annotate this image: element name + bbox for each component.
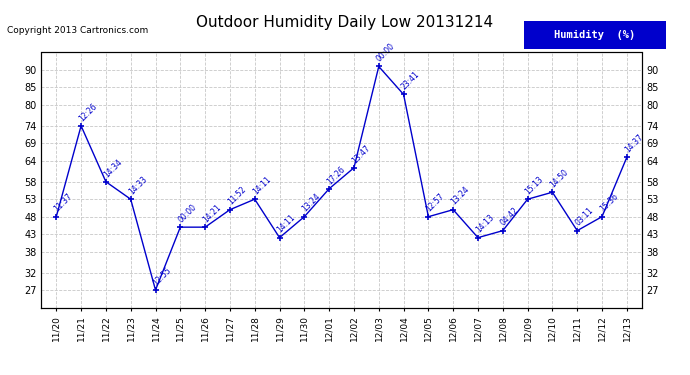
Text: 14:21: 14:21 <box>201 203 223 224</box>
Text: 15:36: 15:36 <box>598 192 620 214</box>
Text: 17:26: 17:26 <box>325 164 347 186</box>
Text: 13:47: 13:47 <box>350 143 372 165</box>
Text: 14:33: 14:33 <box>127 175 148 196</box>
Text: 13:24: 13:24 <box>449 185 471 207</box>
Text: 03:11: 03:11 <box>573 206 595 228</box>
Text: 14:37: 14:37 <box>623 133 644 154</box>
Text: 00:00: 00:00 <box>375 42 397 64</box>
Text: 14:11: 14:11 <box>275 213 297 235</box>
Text: 23:41: 23:41 <box>400 70 422 92</box>
Text: 00:00: 00:00 <box>177 202 198 224</box>
Text: 11:52: 11:52 <box>226 185 248 207</box>
Text: 14:11: 14:11 <box>251 175 273 196</box>
Text: 14:13: 14:13 <box>474 213 496 235</box>
Text: 14:34: 14:34 <box>102 157 124 179</box>
Text: 15:13: 15:13 <box>524 175 546 196</box>
Text: 11:37: 11:37 <box>52 192 74 214</box>
Text: 13:24: 13:24 <box>300 192 322 214</box>
Text: 04:42: 04:42 <box>499 206 521 228</box>
Text: Outdoor Humidity Daily Low 20131214: Outdoor Humidity Daily Low 20131214 <box>197 15 493 30</box>
Text: 12:57: 12:57 <box>424 192 446 214</box>
Text: Humidity  (%): Humidity (%) <box>555 30 635 40</box>
Text: 12:55: 12:55 <box>152 266 173 287</box>
Text: Copyright 2013 Cartronics.com: Copyright 2013 Cartronics.com <box>7 26 148 35</box>
Text: 14:50: 14:50 <box>549 168 571 189</box>
Text: 12:26: 12:26 <box>77 101 99 123</box>
